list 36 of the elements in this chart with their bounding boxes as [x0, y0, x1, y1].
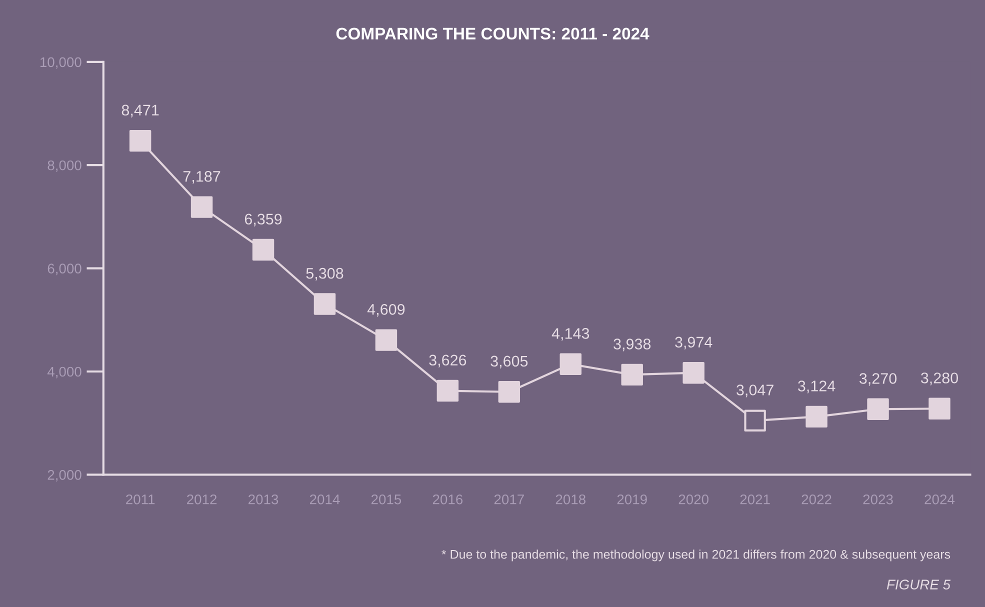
y-tick-label: 8,000	[48, 160, 82, 172]
x-tick-label: 2012	[187, 494, 217, 504]
data-label: 3,974	[675, 336, 712, 350]
x-tick-label: 2015	[371, 494, 402, 504]
chart-title: COMPARING THE COUNTS: 2011 - 2024	[336, 28, 650, 40]
data-label: 8,471	[122, 104, 159, 118]
y-tick-label: 10,000	[40, 57, 82, 69]
x-tick-label: 2019	[617, 494, 647, 504]
data-label: 3,270	[859, 373, 897, 386]
x-tick-label: 2013	[248, 494, 278, 504]
x-tick-label: 2021	[740, 494, 770, 504]
x-tick-label: 2024	[924, 494, 955, 504]
x-tick-label: 2011	[126, 494, 155, 504]
y-tick-label: 4,000	[47, 366, 82, 378]
data-label: 4,609	[367, 304, 405, 317]
caption: FIGURE 5	[886, 580, 951, 590]
y-tick-label: 2,000	[48, 470, 82, 482]
x-tick-label: 2022	[802, 494, 832, 504]
text: * Due to the pandemic, the methodology used in 2021 differs from 2020 & subsequent years	[442, 550, 950, 562]
data-label: 4,143	[552, 328, 590, 341]
data-label: 5,308	[306, 268, 344, 281]
x-tick-label: 2014	[310, 494, 340, 504]
x-tick-label: 2020	[678, 494, 708, 504]
y-tick-label: 6,000	[48, 264, 82, 276]
x-tick-label: 2023	[863, 494, 893, 504]
x-tick-label: 2018	[556, 494, 586, 504]
x-tick-label: 2016	[432, 494, 463, 504]
data-label: 7,187	[183, 170, 220, 184]
data-label: 3,124	[798, 380, 836, 394]
data-label: 3,280	[920, 372, 958, 386]
data-label: 3,605	[490, 356, 528, 368]
data-label: 3,938	[614, 338, 651, 352]
data-label: 3,626	[429, 354, 466, 368]
x-tick-label: 2017	[494, 494, 524, 504]
data-label: 6,359	[244, 214, 282, 226]
data-label: 3,047	[736, 384, 774, 398]
